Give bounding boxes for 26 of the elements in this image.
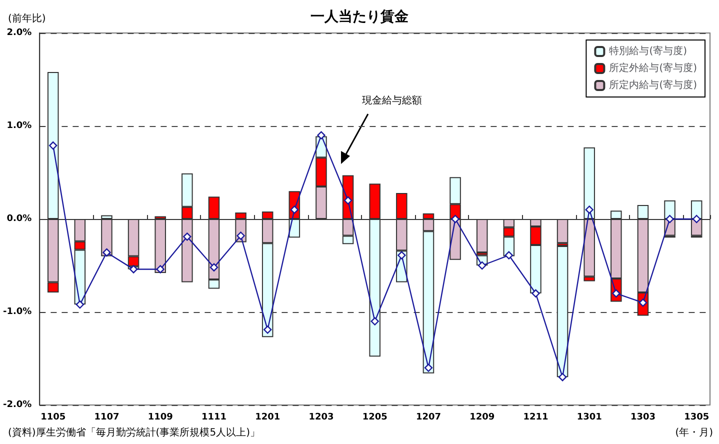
x-tick-label: 1303 — [630, 412, 656, 422]
x-tick-label: 1203 — [308, 412, 334, 422]
x-tick-label: 1211 — [523, 412, 548, 422]
x-tick-label: 1209 — [470, 412, 495, 422]
y-axis-title: (前年比) — [8, 12, 46, 24]
y-tick-label: 2.0% — [6, 28, 32, 38]
x-tick-label: 1305 — [684, 412, 710, 422]
legend-label: 特別給与(寄与度) — [609, 45, 688, 57]
x-axis-title: (年・月) — [675, 426, 714, 438]
x-tick-label: 1201 — [255, 412, 280, 422]
y-tick-label: 0.0% — [6, 214, 32, 224]
legend-label: 所定外給与(寄与度) — [609, 62, 698, 74]
legend-label: 所定内給与(寄与度) — [609, 79, 698, 91]
y-tick-label: -1.0% — [2, 307, 32, 317]
x-tick-label: 1111 — [201, 412, 227, 422]
x-tick-label: 1109 — [148, 412, 173, 422]
x-tick-label: 1105 — [40, 412, 66, 422]
text: (資料)厚生労働省「毎月勤労統計(事業所規模5人以上)」 — [8, 426, 260, 438]
chart-title: 一人当たり賃金 — [310, 9, 410, 25]
y-tick-label: 1.0% — [6, 121, 32, 131]
x-tick-label: 1301 — [576, 412, 602, 422]
x-tick-label: 1207 — [416, 412, 442, 422]
y-tick-label: -2.0% — [2, 400, 32, 410]
x-tick-label: 1107 — [94, 412, 120, 422]
text: 現金給与総額 — [362, 94, 422, 106]
x-tick-label: 1205 — [362, 412, 388, 422]
